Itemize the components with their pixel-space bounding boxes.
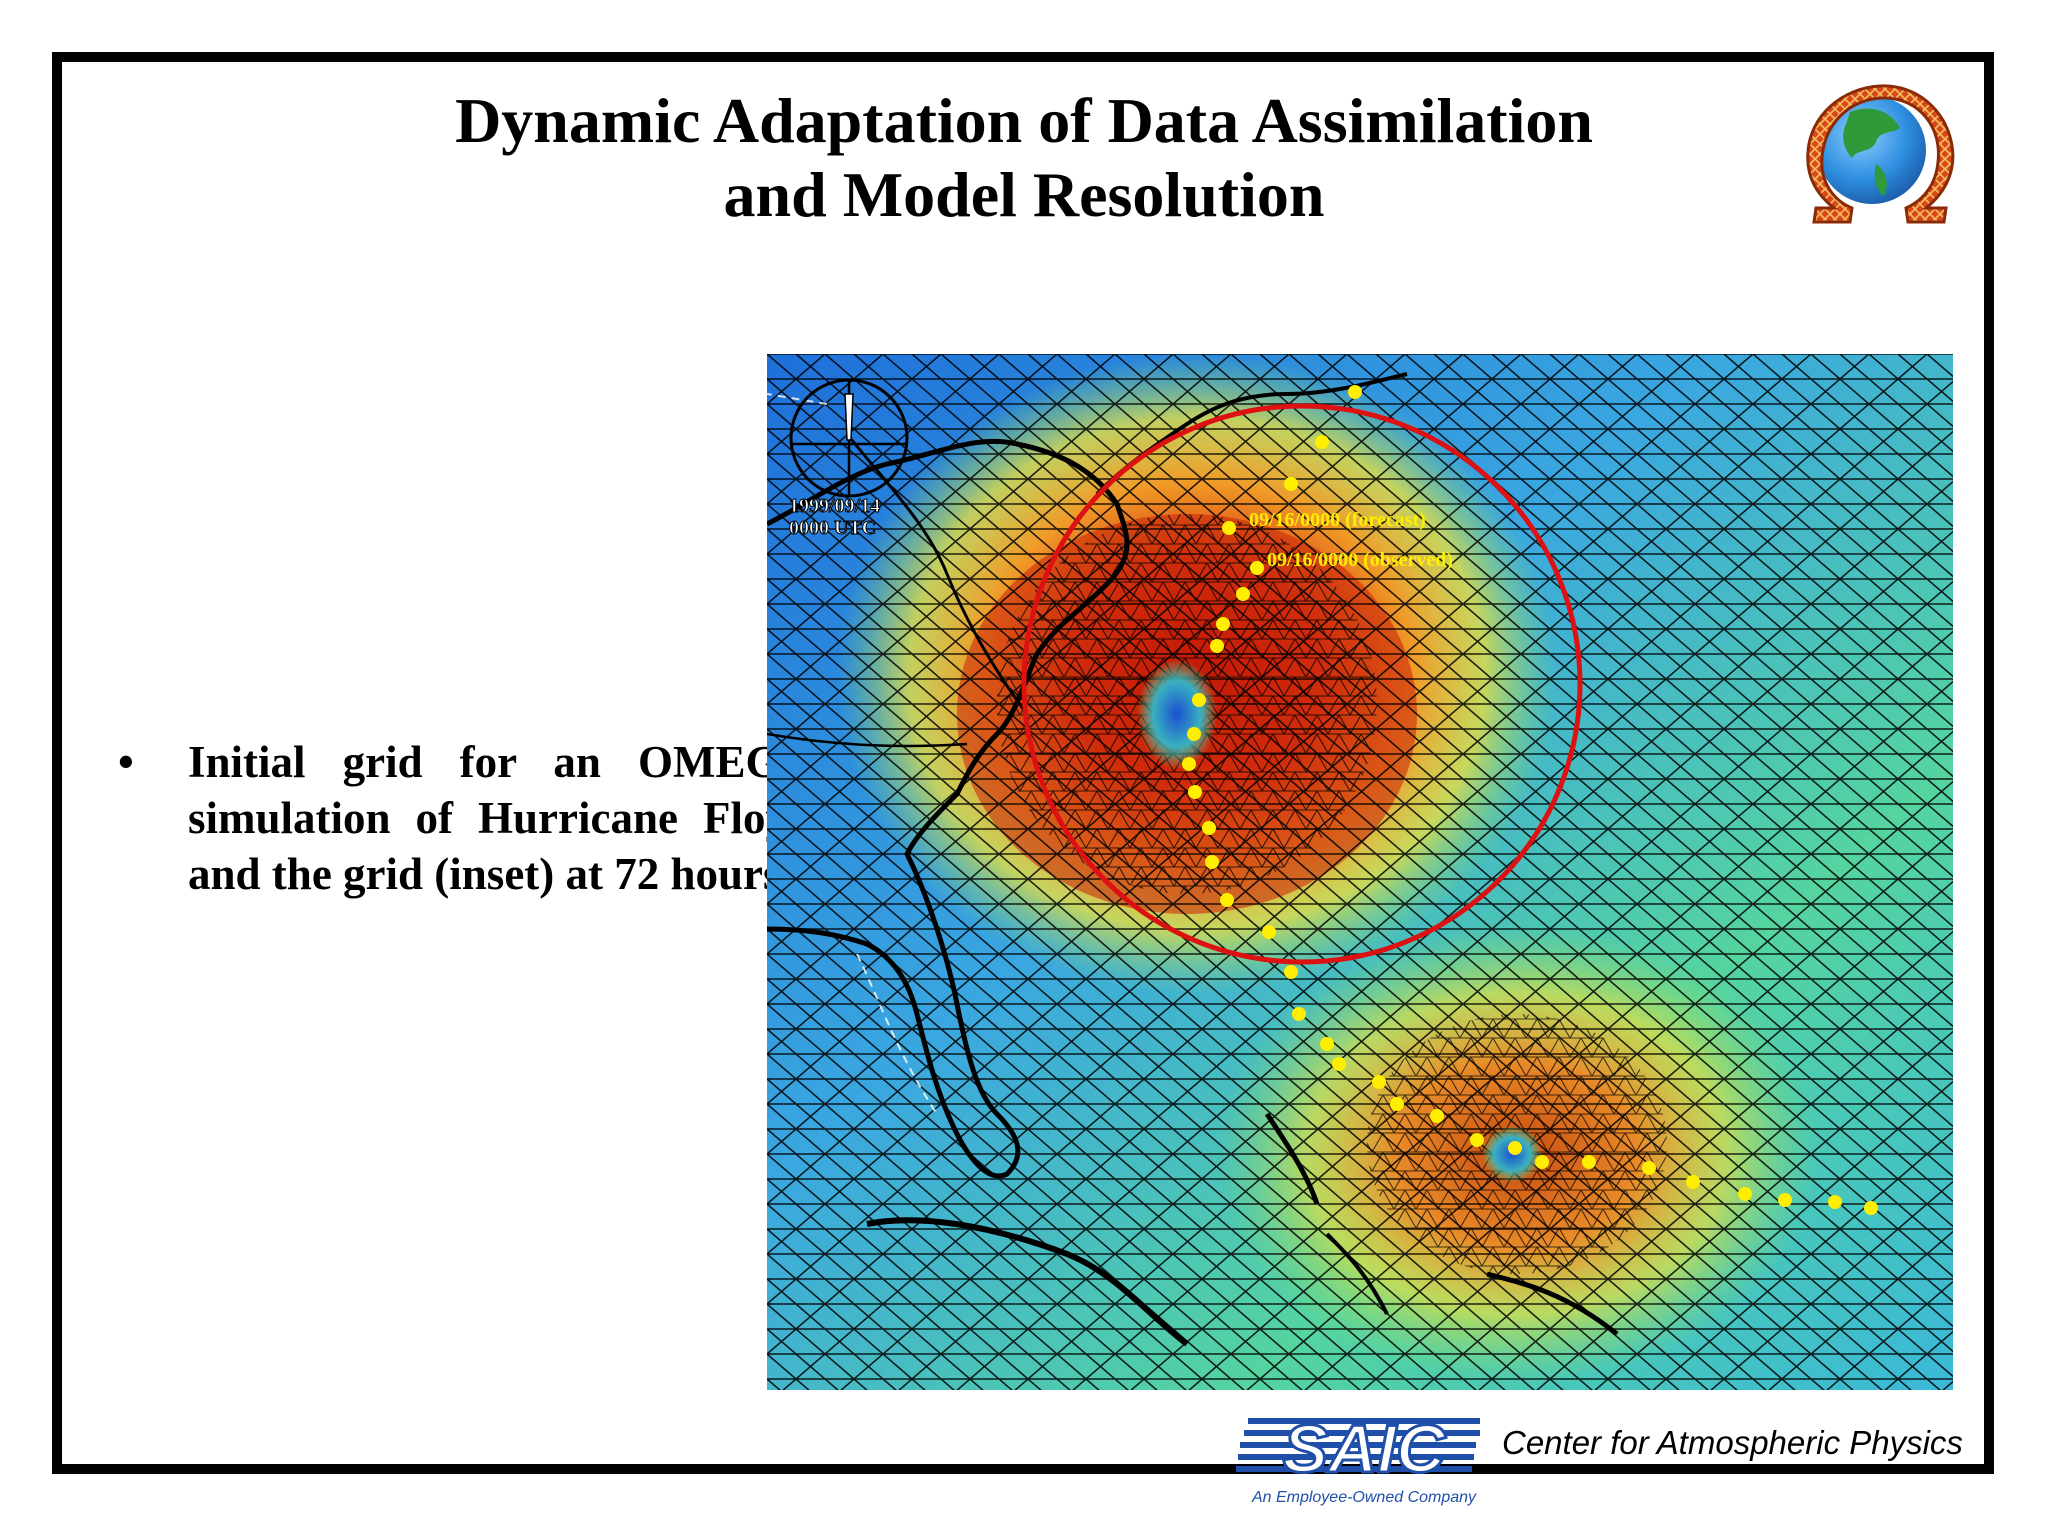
saic-tagline: An Employee-Owned Company [1251, 1489, 1477, 1506]
map-time-label: 0000 UTC [789, 517, 876, 539]
slide-title: Dynamic Adaptation of Data Assimilation … [0, 84, 2048, 232]
hurricane-track [1182, 385, 1878, 1215]
center-name: Center for Atmospheric Physics [1502, 1424, 1963, 1461]
map-date-label: 1999/09/14 [789, 495, 880, 517]
saic-logo-text: SAIC [1283, 1411, 1446, 1487]
hurricane-grid-map: 1999/09/14 0000 UTC 09/16/0000 (forecast… [767, 354, 1953, 1390]
saic-logo-icon: SAIC An Employee-Owned Company [1236, 1410, 1480, 1506]
title-line-1: Dynamic Adaptation of Data Assimilation [455, 85, 1593, 156]
title-line-2: and Model Resolution [723, 159, 1325, 230]
globe-omega-logo-icon [1806, 84, 1955, 224]
inset-circle [1021, 403, 1583, 965]
observed-label: 09/16/0000 (observed) [1267, 549, 1453, 571]
bullet-text: Initial grid for an OMEGA simulation of … [188, 737, 813, 899]
compass-icon [789, 378, 909, 498]
forecast-label: 09/16/0000 (forecast) [1249, 509, 1426, 531]
bullet-symbol: • [118, 737, 134, 787]
